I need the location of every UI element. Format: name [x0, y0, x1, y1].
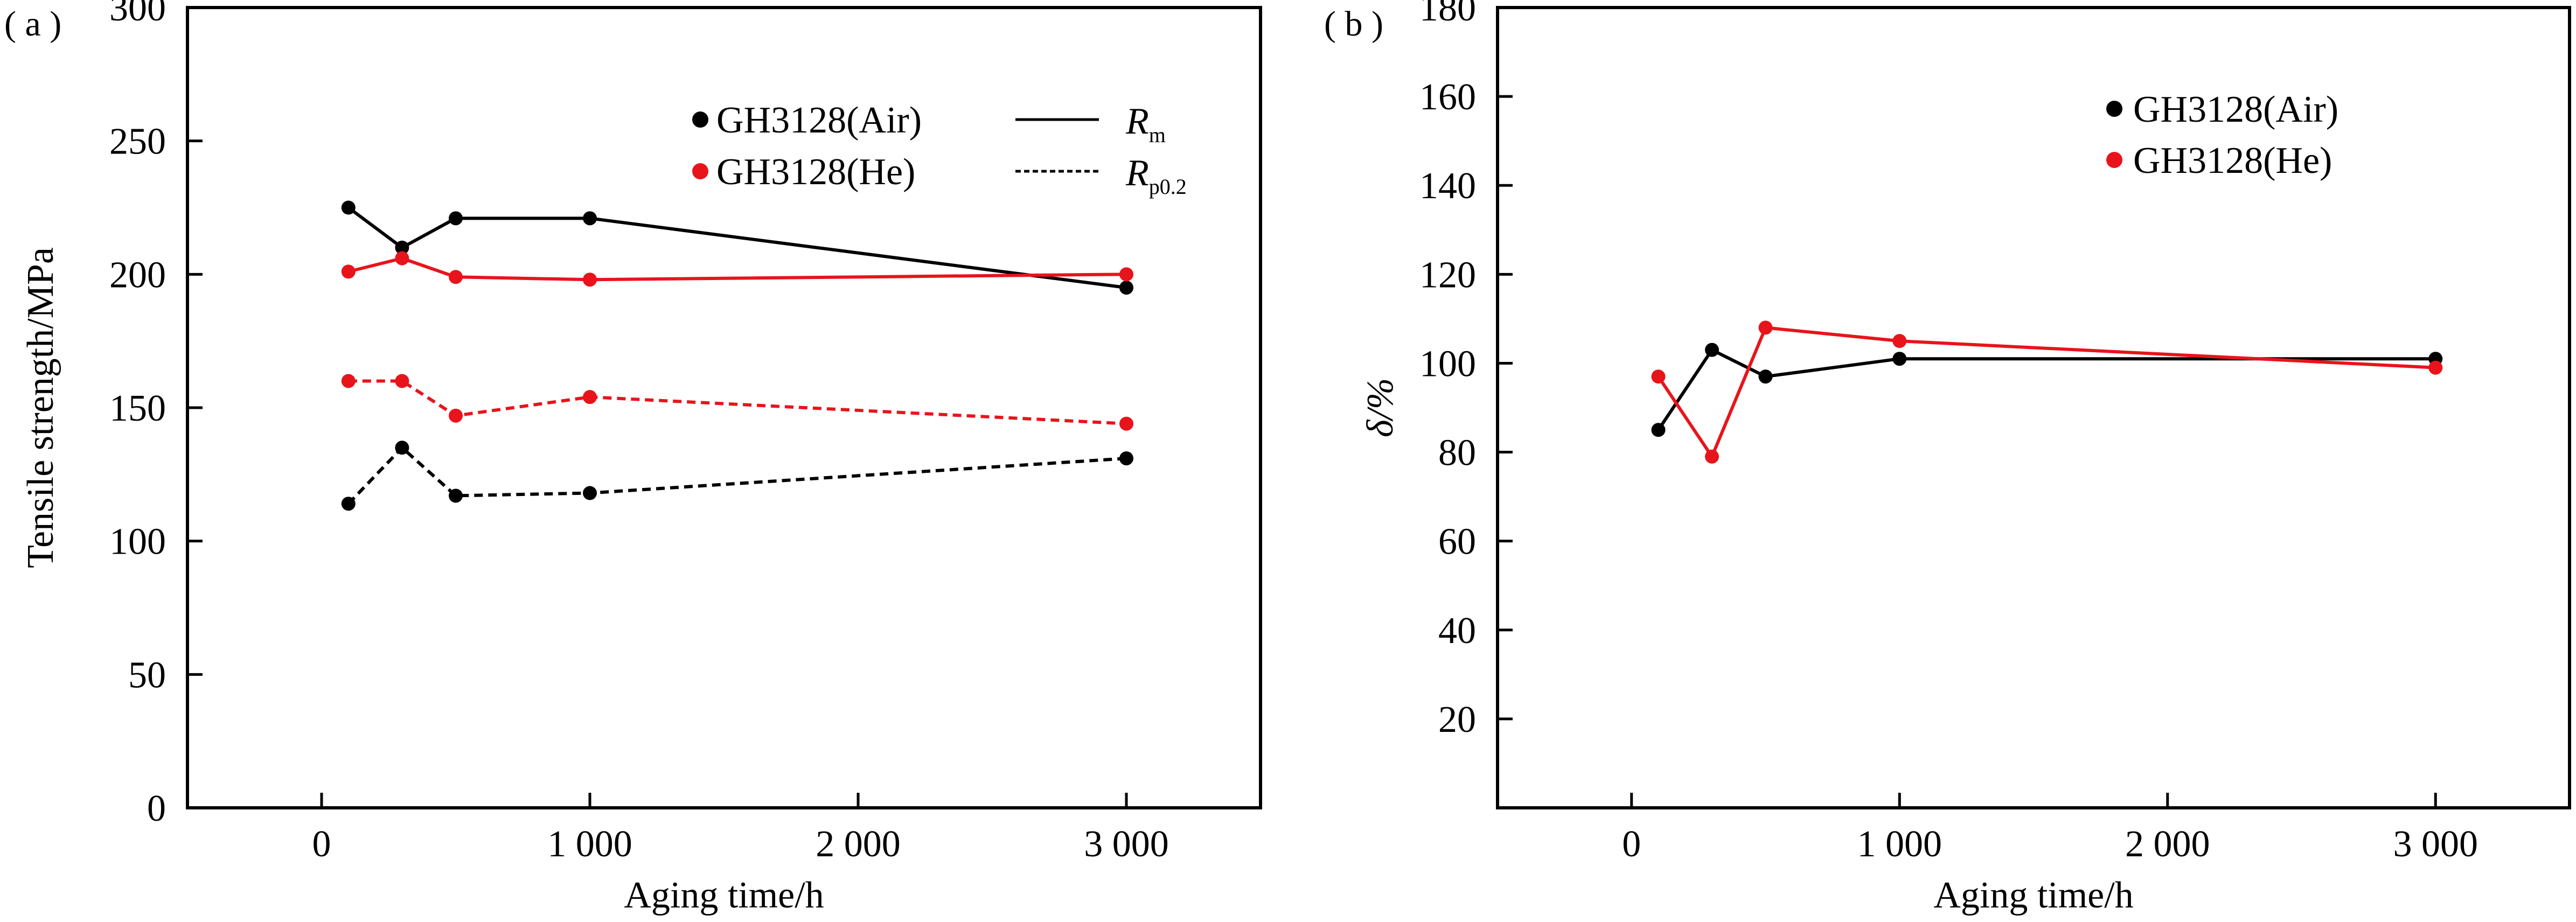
x-tick-label: 1 000	[1857, 823, 1943, 865]
y-tick-label: 60	[1438, 521, 1476, 563]
y-tick-label: 50	[128, 654, 166, 696]
data-point	[1758, 369, 1773, 384]
data-point	[1119, 451, 1133, 466]
y-tick-label: 300	[109, 0, 166, 29]
legend-style-subscript: p0.2	[1149, 174, 1187, 199]
legend-label: GH3128(He)	[716, 151, 915, 193]
data-point	[1758, 320, 1773, 335]
legend-marker	[692, 163, 708, 179]
data-point	[449, 211, 463, 226]
legend-style-subscript: m	[1149, 123, 1166, 147]
legend-marker	[2106, 101, 2122, 117]
y-tick-label: 180	[1419, 0, 1476, 29]
data-point	[1651, 369, 1666, 384]
data-point	[395, 374, 409, 388]
legend-label: GH3128(Air)	[2133, 89, 2338, 130]
legend: GH3128(Air) GH3128(He)	[2106, 89, 2338, 181]
data-point	[1705, 343, 1719, 357]
y-tick-label: 200	[109, 254, 166, 296]
data-point	[1892, 352, 1907, 366]
data-point	[2428, 360, 2443, 375]
y-tick-label: 120	[1419, 254, 1476, 296]
x-axis-label: Aging time/h	[624, 875, 824, 916]
x-tick-label: 2 000	[816, 823, 901, 865]
y-tick-label: 160	[1419, 76, 1476, 118]
data-point	[341, 264, 356, 279]
legend-marker	[2106, 152, 2122, 168]
chart-panel-a: 0 50 100 150 200 250 300 0 1 000 2 000 3 000 Aging …	[4, 0, 1262, 916]
y-tick-label: 150	[109, 388, 166, 429]
panel-label: ( a )	[4, 4, 61, 44]
plot-frame	[1496, 6, 2571, 809]
series-line	[348, 379, 1127, 425]
y-tick-label: 20	[1438, 699, 1476, 741]
x-axis-label: Aging time/h	[1933, 875, 2133, 916]
data-point	[341, 497, 356, 511]
data-point	[1119, 281, 1133, 295]
legend-label: GH3128(Air)	[716, 100, 922, 141]
x-tick-label: 0	[312, 823, 331, 865]
x-tick-label: 3 000	[1084, 823, 1169, 865]
series-line	[347, 446, 1127, 505]
series-line	[348, 256, 1127, 282]
data-point	[1705, 449, 1719, 464]
legend-label: GH3128(He)	[2133, 140, 2332, 181]
x-tick-label: 3 000	[2393, 823, 2478, 865]
data-point	[395, 441, 409, 455]
data-point	[1651, 423, 1666, 437]
legend-style-symbol: R	[1125, 101, 1149, 142]
data-point	[395, 251, 409, 266]
legend-marker	[692, 111, 708, 128]
x-tick-label: 2 000	[2125, 823, 2210, 865]
legend-style-symbol: R	[1125, 152, 1149, 194]
series-line	[1657, 326, 2436, 458]
y-tick-label: 40	[1438, 610, 1476, 652]
data-point	[583, 390, 597, 404]
data-point	[583, 486, 597, 500]
y-tick-label: 140	[1419, 165, 1476, 207]
data-point	[1119, 267, 1133, 282]
legend-style-label: Rm	[1125, 101, 1166, 147]
data-point	[341, 374, 356, 388]
y-tick-label: 0	[147, 788, 166, 829]
y-axis-label: δ/%	[1360, 378, 1401, 437]
data-point	[1892, 334, 1907, 348]
data-point	[395, 240, 409, 255]
data-point	[449, 270, 463, 284]
x-tick-label: 0	[1622, 823, 1641, 865]
panel-label: ( b )	[1324, 4, 1383, 44]
data-point	[1119, 416, 1133, 431]
x-tick-label: 1 000	[547, 823, 632, 865]
legend-style-label: Rp0.2	[1125, 152, 1187, 199]
data-point	[583, 211, 597, 226]
data-point	[449, 408, 463, 423]
data-point	[341, 200, 356, 215]
chart-panel-b: 20 40 60 80 100 120 140 160 180 0 1 000 2 000 3 000 A…	[1324, 0, 2571, 916]
y-tick-label: 250	[109, 121, 166, 163]
data-point	[449, 488, 463, 503]
y-axis-label: Tensile strength/MPa	[20, 247, 61, 568]
y-tick-label: 80	[1438, 432, 1476, 474]
data-point	[583, 273, 597, 287]
y-tick-label: 100	[109, 521, 166, 563]
y-tick-label: 100	[1419, 343, 1476, 385]
